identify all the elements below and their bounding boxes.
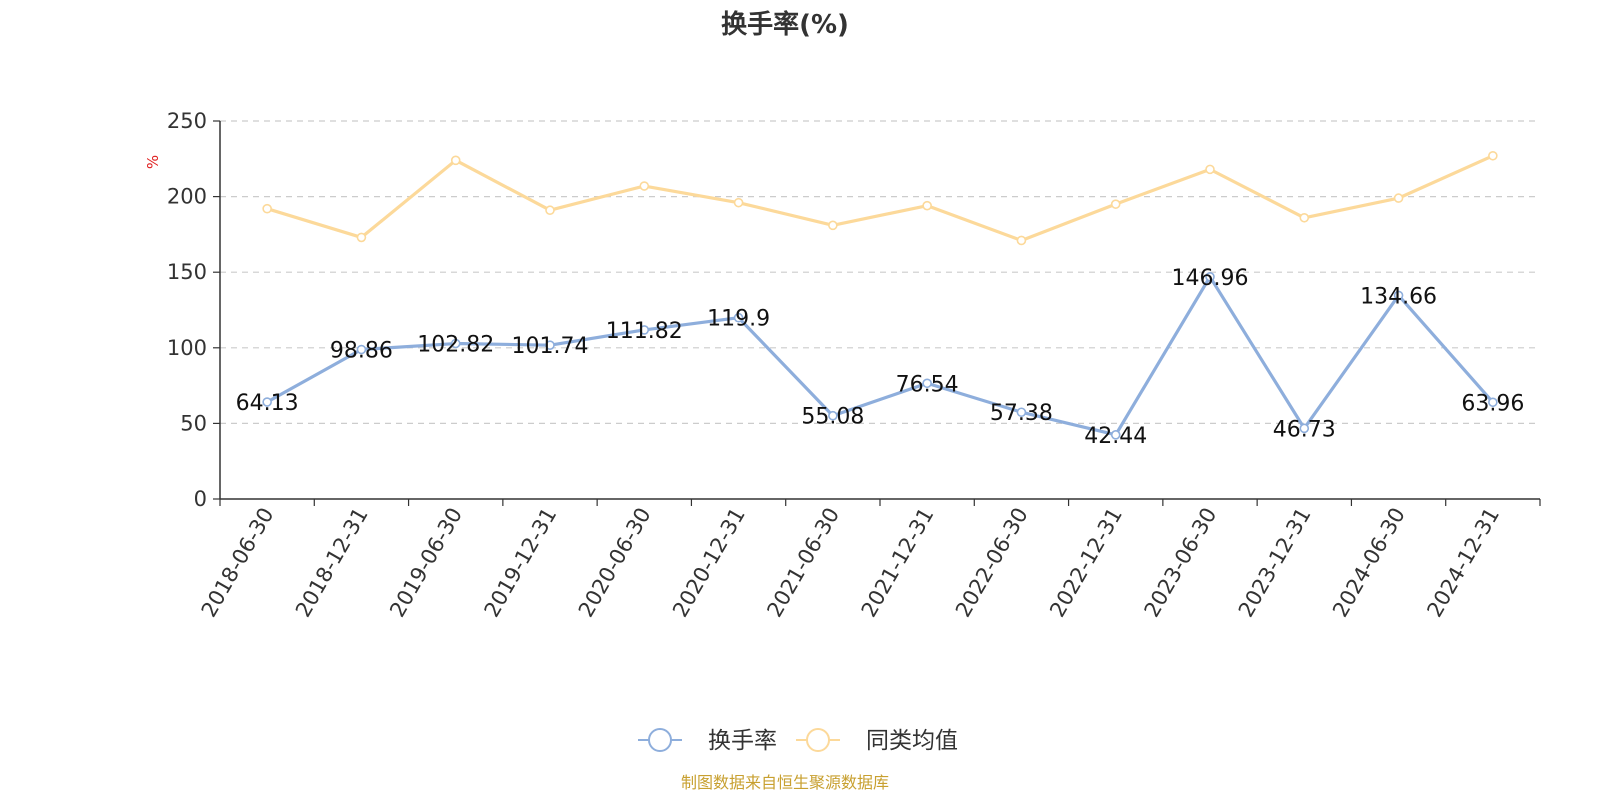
data-label: 55.08: [801, 405, 864, 430]
data-point[interactable]: [733, 312, 744, 323]
data-point[interactable]: [1488, 397, 1498, 408]
legend-item[interactable]: 同类均值: [796, 728, 958, 754]
x-tick-label: 2019-12-31: [480, 504, 562, 622]
data-label: 64.13: [236, 391, 299, 416]
data-point[interactable]: [545, 205, 555, 216]
x-tick-label: 2018-12-31: [291, 504, 373, 622]
y-tick-label: 250: [167, 109, 207, 133]
data-point[interactable]: [922, 200, 932, 211]
series-line: [266, 275, 1495, 437]
x-tick-label: 2019-06-30: [385, 504, 467, 622]
chart-title: 换手率(%): [721, 9, 849, 40]
data-point[interactable]: [922, 378, 932, 389]
data-point[interactable]: [828, 410, 838, 421]
data-label: 98.86: [330, 339, 393, 364]
data-point[interactable]: [1488, 150, 1498, 161]
y-tick-label: 150: [167, 260, 207, 284]
y-tick-label: 100: [167, 336, 207, 360]
x-tick-label: 2018-06-30: [197, 504, 279, 622]
data-label-layer: 64.13 98.86 102.82 101.74 111.82 119.9 55.08 76…: [236, 266, 1525, 449]
y-axis-label: %: [144, 155, 162, 169]
series-layer: [262, 150, 1498, 440]
source-note: 制图数据来自恒生聚源数据库: [681, 773, 889, 792]
data-label: 63.96: [1461, 391, 1524, 416]
data-point[interactable]: [1299, 423, 1310, 434]
data-point[interactable]: [262, 203, 272, 214]
x-tick-label: 2022-06-30: [951, 504, 1033, 622]
data-label: 46.73: [1273, 417, 1336, 442]
data-point[interactable]: [1205, 164, 1215, 175]
data-point[interactable]: [1016, 235, 1027, 246]
legend-label: 换手率: [708, 728, 777, 754]
x-tick-label: 2023-12-31: [1234, 504, 1316, 622]
data-point[interactable]: [1205, 271, 1215, 282]
y-tick-label: 50: [180, 411, 207, 435]
x-tick-label: 2024-12-31: [1422, 504, 1504, 622]
data-point[interactable]: [733, 197, 744, 208]
data-point[interactable]: [545, 340, 555, 350]
y-tick-label: 200: [167, 185, 207, 209]
data-point[interactable]: [356, 232, 367, 243]
data-point[interactable]: [450, 338, 461, 349]
data-point[interactable]: [450, 155, 461, 166]
x-tick-label: 2021-12-31: [857, 503, 939, 621]
y-tick-label: 0: [194, 487, 207, 511]
data-point[interactable]: [262, 397, 272, 407]
series-line: [266, 154, 1494, 243]
x-tick-label: 2024-06-30: [1328, 504, 1410, 622]
data-point[interactable]: [356, 344, 367, 355]
x-tick-label: 2021-06-30: [762, 504, 844, 622]
data-point[interactable]: [639, 325, 650, 335]
x-tick-label: 2022-12-31: [1045, 504, 1127, 622]
data-label: 42.44: [1084, 424, 1147, 449]
data-label: 119.9: [707, 307, 770, 332]
data-point[interactable]: [1110, 199, 1121, 209]
legend-item[interactable]: 换手率: [638, 728, 777, 754]
data-label: 101.74: [512, 334, 589, 359]
data-point[interactable]: [1110, 430, 1121, 440]
data-point[interactable]: [1393, 193, 1404, 203]
x-tick-label: 2023-06-30: [1140, 504, 1222, 622]
data-label: 134.66: [1360, 284, 1437, 309]
data-label: 102.82: [417, 333, 494, 358]
data-label: 146.96: [1172, 266, 1249, 291]
x-tick-label: 2020-06-30: [574, 504, 656, 622]
x-tick-label: 2020-12-31: [668, 504, 750, 622]
data-label: 76.54: [896, 372, 959, 397]
legend[interactable]: 换手率 同类均值: [638, 728, 958, 754]
data-label: 111.82: [606, 319, 683, 344]
data-point[interactable]: [1016, 407, 1027, 418]
legend-circle-icon: [806, 728, 830, 752]
data-point[interactable]: [1299, 212, 1310, 223]
data-point[interactable]: [828, 220, 838, 231]
grid-layer: [220, 120, 1540, 424]
legend-label: 同类均值: [866, 728, 958, 754]
legend-circle-icon: [648, 728, 672, 752]
data-point[interactable]: [1393, 290, 1404, 301]
data-point[interactable]: [639, 181, 650, 191]
data-label: 57.38: [990, 401, 1053, 426]
